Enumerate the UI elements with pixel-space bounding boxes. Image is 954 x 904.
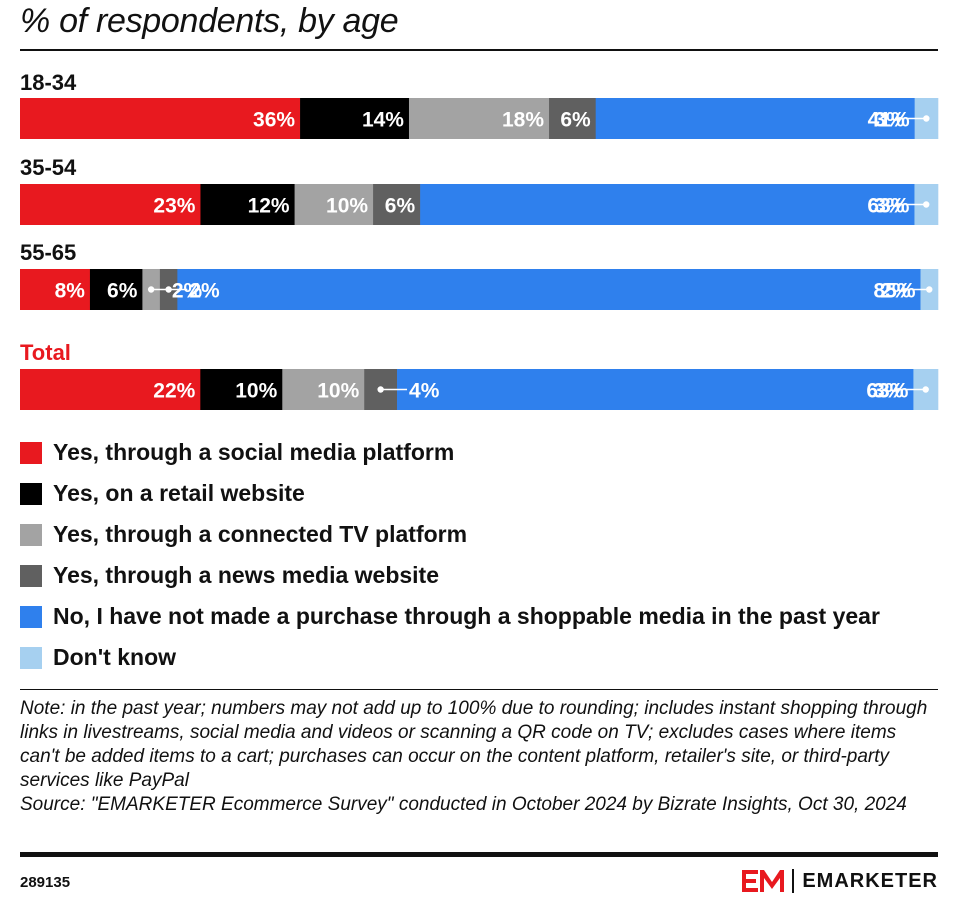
brand-divider <box>792 869 795 893</box>
legend: Yes, through a social media platform Yes… <box>20 432 880 678</box>
chart-id: 289135 <box>20 874 71 891</box>
category-label-55-65: 55-65 <box>20 240 76 265</box>
data-label-55-65-news-media: 2% <box>189 280 220 303</box>
data-label-total-retail-website: 10% <box>235 380 277 403</box>
bar-segment-35-54-retail-website <box>200 184 295 225</box>
category-label-35-54: 35-54 <box>20 155 77 180</box>
bar-segment-18-34-news-media <box>549 98 596 139</box>
source-text: Source: "EMARKETER Ecommerce Survey" con… <box>20 794 907 815</box>
legend-label-retail-website: Yes, on a retail website <box>53 480 305 506</box>
data-label-total-social-media: 22% <box>153 380 195 403</box>
legend-item-retail-website: Yes, on a retail website <box>20 473 880 514</box>
note-block: Note: in the past year; numbers may not … <box>20 697 938 817</box>
leader-dot-55-65-connected-tv <box>147 286 155 293</box>
data-label-35-54-no-purchase: 63% <box>867 195 909 218</box>
legend-swatch-connected-tv <box>20 523 42 546</box>
category-label-total: Total <box>20 340 71 365</box>
bar-segment-35-54-news-media <box>373 184 421 225</box>
data-label-18-34-connected-tv: 18% <box>502 109 544 132</box>
legend-item-no-purchase: No, I have not made a purchase through a… <box>20 596 880 637</box>
brand-block: EMARKETER <box>742 868 938 894</box>
legend-swatch-social-media <box>20 441 42 464</box>
legend-swatch-news-media <box>20 564 42 587</box>
legend-label-no-purchase: No, I have not made a purchase through a… <box>53 603 880 629</box>
data-label-55-65-social-media: 8% <box>55 280 86 303</box>
data-label-35-54-social-media: 23% <box>153 195 195 218</box>
data-label-18-34-social-media: 36% <box>253 109 295 132</box>
bar-segment-18-34-connected-tv <box>408 98 550 139</box>
brand-name: EMARKETER <box>802 869 938 892</box>
bar-segment-total-no-purchase <box>397 369 914 410</box>
category-label-18-34: 18-34 <box>20 70 77 95</box>
legend-label-news-media: Yes, through a news media website <box>53 562 440 588</box>
data-label-18-34-dont-know: 3% <box>874 109 905 132</box>
bar-segment-total-social-media <box>20 369 201 410</box>
data-label-55-65-connected-tv: 2% <box>172 280 203 303</box>
data-label-18-34-news-media: 6% <box>560 109 591 132</box>
bar-segment-35-54-social-media <box>20 184 201 225</box>
note-text: Note: in the past year; numbers may not … <box>20 698 928 791</box>
bar-segment-18-34-no-purchase <box>595 98 915 139</box>
bar-segment-35-54-connected-tv <box>294 184 374 225</box>
data-label-35-54-dont-know: 3% <box>874 195 905 218</box>
bar-segment-55-65-no-purchase <box>177 269 921 310</box>
legend-label-dont-know: Don't know <box>53 644 177 670</box>
chart-title: % of respondents, by age <box>20 2 399 40</box>
data-label-total-dont-know: 3% <box>873 380 904 403</box>
legend-swatch-no-purchase <box>20 605 42 628</box>
bar-segment-total-connected-tv <box>282 369 365 410</box>
data-label-55-65-no-purchase: 85% <box>873 280 915 303</box>
bar-segment-55-65-retail-website <box>89 269 143 310</box>
legend-swatch-retail-website <box>20 482 42 505</box>
legend-item-news-media: Yes, through a news media website <box>20 555 880 596</box>
leader-dot-55-65-news-media <box>165 286 172 293</box>
leader-dot-35-54-dont-know <box>923 201 930 208</box>
bar-segment-35-54-no-purchase <box>420 184 915 225</box>
leader-dot-total-news-media <box>377 386 384 393</box>
bar-segment-18-34-social-media <box>20 98 301 139</box>
data-label-total-news-media: 4% <box>409 380 440 403</box>
leader-dot-18-34-dont-know <box>923 115 930 122</box>
data-label-35-54-news-media: 6% <box>385 195 416 218</box>
leader-dot-55-65-dont-know <box>926 286 933 293</box>
emarketer-logo-icon <box>742 870 785 892</box>
data-label-55-65-retail-website: 6% <box>107 280 138 303</box>
bar-segment-18-34-retail-website <box>300 98 410 139</box>
data-label-18-34-no-purchase: 41% <box>868 109 910 132</box>
data-label-35-54-connected-tv: 10% <box>326 195 368 218</box>
legend-item-dont-know: Don't know <box>20 637 880 678</box>
legend-item-social-media: Yes, through a social media platform <box>20 432 880 473</box>
title-rule <box>20 49 938 51</box>
data-label-total-connected-tv: 10% <box>317 380 359 403</box>
legend-swatch-dont-know <box>20 646 42 669</box>
footer-rule <box>20 852 938 857</box>
bar-segment-total-retail-website <box>200 369 283 410</box>
legend-label-connected-tv: Yes, through a connected TV platform <box>53 521 468 547</box>
data-label-35-54-retail-website: 12% <box>248 195 290 218</box>
legend-label-social-media: Yes, through a social media platform <box>53 439 455 465</box>
data-label-total-no-purchase: 63% <box>866 380 908 403</box>
data-label-55-65-dont-know: 2% <box>880 280 911 303</box>
bar-segment-55-65-social-media <box>20 269 91 310</box>
legend-item-connected-tv: Yes, through a connected TV platform <box>20 514 880 555</box>
note-rule <box>20 689 938 690</box>
leader-dot-total-dont-know <box>922 386 929 393</box>
data-label-18-34-retail-website: 14% <box>362 109 404 132</box>
